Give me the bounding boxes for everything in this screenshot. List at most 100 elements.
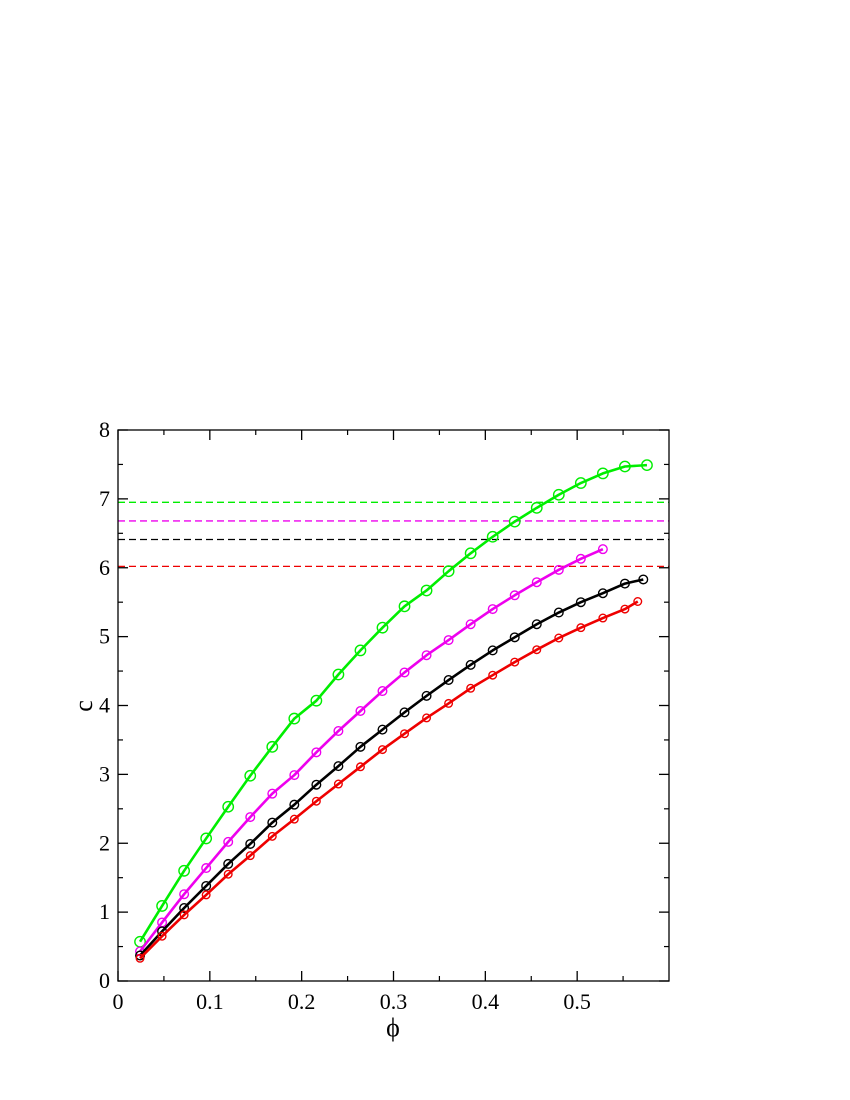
data-point	[442, 565, 455, 578]
data-point	[443, 635, 454, 646]
x-tick-label: 0.3	[380, 989, 408, 1014]
data-point	[377, 745, 387, 755]
data-point	[575, 597, 586, 608]
data-point	[223, 869, 233, 879]
series-1	[135, 544, 608, 957]
data-point	[597, 588, 608, 599]
data-point	[223, 858, 234, 869]
x-tick-label: 0.2	[288, 989, 316, 1014]
data-point	[244, 769, 257, 782]
data-point	[531, 619, 542, 630]
data-point	[223, 836, 234, 847]
data-point	[420, 584, 433, 597]
data-point	[619, 578, 630, 589]
data-point	[487, 604, 498, 615]
y-tick-label: 4	[99, 693, 110, 718]
data-point	[486, 530, 499, 543]
data-point	[465, 659, 476, 670]
series-layer	[134, 459, 653, 963]
data-point	[355, 762, 365, 772]
data-point	[444, 698, 454, 708]
data-point	[179, 902, 190, 913]
data-point	[400, 729, 410, 739]
data-point	[422, 713, 432, 723]
data-point	[531, 577, 542, 588]
data-point	[619, 460, 631, 473]
reference-lines	[118, 501, 669, 568]
data-point	[222, 800, 235, 813]
data-point	[201, 880, 212, 891]
data-point	[553, 607, 564, 618]
data-point	[201, 863, 212, 874]
data-point	[376, 621, 389, 634]
tick-labels: 0 0.1 0.2 0.3 0.4 0.5 0 1 2 3 4 5 6 7 8	[99, 417, 591, 1014]
data-point	[311, 779, 322, 790]
y-tick-label: 0	[99, 968, 110, 993]
data-point	[466, 683, 476, 693]
data-point	[574, 477, 587, 489]
data-point	[245, 838, 256, 849]
series-2	[135, 574, 649, 961]
data-point	[333, 779, 343, 789]
data-point	[332, 668, 345, 681]
data-point	[633, 596, 643, 606]
data-point	[377, 686, 388, 697]
data-point	[135, 953, 145, 963]
data-point	[355, 706, 366, 717]
y-tick-label: 6	[99, 555, 110, 580]
data-point	[641, 459, 653, 472]
data-point	[620, 604, 630, 614]
data-point	[488, 670, 498, 680]
data-point	[509, 632, 520, 643]
data-point	[267, 817, 278, 828]
data-point	[443, 675, 454, 686]
data-point	[597, 544, 608, 555]
series-line-2	[139, 578, 644, 957]
data-point	[179, 889, 190, 900]
series-0	[134, 459, 653, 948]
x-tick-label: 0	[113, 989, 124, 1014]
data-point	[355, 741, 366, 752]
data-point	[532, 645, 542, 655]
data-point	[377, 724, 388, 735]
series-line-0	[138, 463, 648, 943]
x-tick-label: 0.5	[563, 989, 591, 1014]
series-line-3	[139, 600, 639, 960]
data-point	[311, 747, 322, 758]
data-point	[576, 623, 586, 633]
x-tick-label: 0.4	[472, 989, 500, 1014]
data-point	[157, 931, 167, 941]
y-tick-label: 8	[99, 417, 110, 442]
y-tick-label: 1	[99, 899, 110, 924]
data-point	[156, 900, 168, 912]
data-point	[399, 707, 410, 718]
axis-ticks	[117, 429, 669, 982]
data-point	[487, 645, 498, 656]
data-point	[201, 890, 211, 900]
data-point	[288, 712, 301, 725]
data-point	[638, 574, 649, 585]
data-point	[598, 613, 608, 623]
x-tick-label: 0.1	[196, 989, 224, 1014]
y-tick-label: 7	[99, 486, 110, 511]
data-point	[508, 515, 521, 528]
data-point	[333, 761, 344, 772]
data-point	[552, 488, 565, 501]
x-axis-label: ϕ	[386, 1013, 400, 1042]
data-point	[553, 564, 564, 575]
data-point	[311, 796, 321, 806]
data-point	[554, 633, 564, 643]
data-point	[267, 788, 278, 799]
y-tick-label: 5	[99, 624, 110, 649]
data-point	[289, 770, 300, 781]
data-point	[398, 600, 411, 613]
data-point	[465, 619, 476, 630]
data-point	[179, 910, 189, 920]
data-point	[245, 851, 255, 861]
data-point	[289, 814, 299, 824]
data-point	[509, 590, 520, 601]
data-point	[399, 667, 410, 678]
data-point	[267, 831, 277, 841]
data-point	[464, 547, 477, 560]
